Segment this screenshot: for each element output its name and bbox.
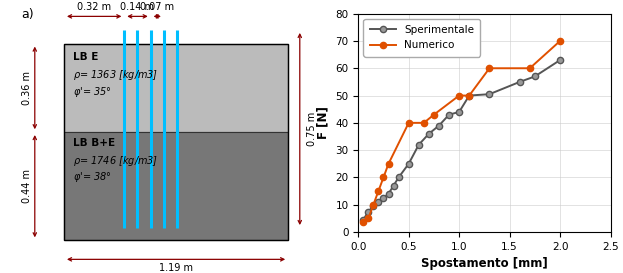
- Sperimentale: [445, 113, 453, 116]
- Bar: [64, 44, 288, 132]
- Numerico: [556, 39, 564, 43]
- Sperimentale: [379, 196, 387, 200]
- Numerico: [405, 121, 412, 124]
- Sperimentale: [359, 218, 367, 221]
- Line: Numerico: Numerico: [360, 38, 563, 225]
- Numerico: [369, 203, 377, 206]
- Y-axis label: F [N]: F [N]: [317, 106, 330, 139]
- Text: 0.44 m: 0.44 m: [22, 169, 32, 203]
- Numerico: [364, 217, 372, 220]
- Sperimentale: [390, 184, 397, 187]
- Sperimentale: [465, 94, 473, 97]
- Numerico: [430, 113, 437, 116]
- Sperimentale: [405, 162, 412, 165]
- Numerico: [486, 67, 493, 70]
- Sperimentale: [435, 124, 443, 127]
- Sperimentale: [516, 80, 523, 84]
- Text: 0.32 m: 0.32 m: [77, 2, 112, 12]
- Sperimentale: [385, 192, 392, 195]
- Text: $\varphi$'= 35°: $\varphi$'= 35°: [73, 85, 112, 99]
- Text: $\rho$= 1746 [kg/m3]: $\rho$= 1746 [kg/m3]: [73, 154, 158, 168]
- Sperimentale: [395, 176, 402, 179]
- Sperimentale: [364, 210, 372, 213]
- Sperimentale: [486, 93, 493, 96]
- Bar: [64, 132, 288, 240]
- Numerico: [526, 67, 533, 70]
- Numerico: [455, 94, 463, 97]
- Text: 0.14 m: 0.14 m: [120, 2, 155, 12]
- Text: 0.36 m: 0.36 m: [22, 71, 32, 105]
- Numerico: [420, 121, 427, 124]
- Sperimentale: [425, 132, 432, 135]
- Line: Sperimentale: Sperimentale: [360, 57, 563, 223]
- X-axis label: Spostamento [mm]: Spostamento [mm]: [421, 257, 548, 270]
- Text: LB B+E: LB B+E: [73, 138, 115, 148]
- Text: 0.07 m: 0.07 m: [140, 2, 174, 12]
- Sperimentale: [374, 200, 382, 204]
- Text: $\rho$= 1363 [kg/m3]: $\rho$= 1363 [kg/m3]: [73, 68, 158, 82]
- Text: LB E: LB E: [73, 52, 98, 62]
- Sperimentale: [455, 110, 463, 114]
- Numerico: [385, 162, 392, 165]
- Sperimentale: [531, 75, 538, 78]
- Text: $\varphi$'= 38°: $\varphi$'= 38°: [73, 170, 112, 184]
- Sperimentale: [415, 143, 422, 146]
- Sperimentale: [369, 204, 377, 208]
- Text: 1.19 m: 1.19 m: [159, 263, 193, 273]
- Numerico: [379, 176, 387, 179]
- Text: 0.75 m: 0.75 m: [307, 112, 317, 146]
- Bar: [64, 44, 288, 240]
- Legend: Sperimentale, Numerico: Sperimentale, Numerico: [363, 19, 480, 57]
- Numerico: [359, 221, 367, 224]
- Numerico: [465, 94, 473, 97]
- Sperimentale: [556, 58, 564, 62]
- Text: a): a): [22, 8, 34, 21]
- Numerico: [374, 189, 382, 193]
